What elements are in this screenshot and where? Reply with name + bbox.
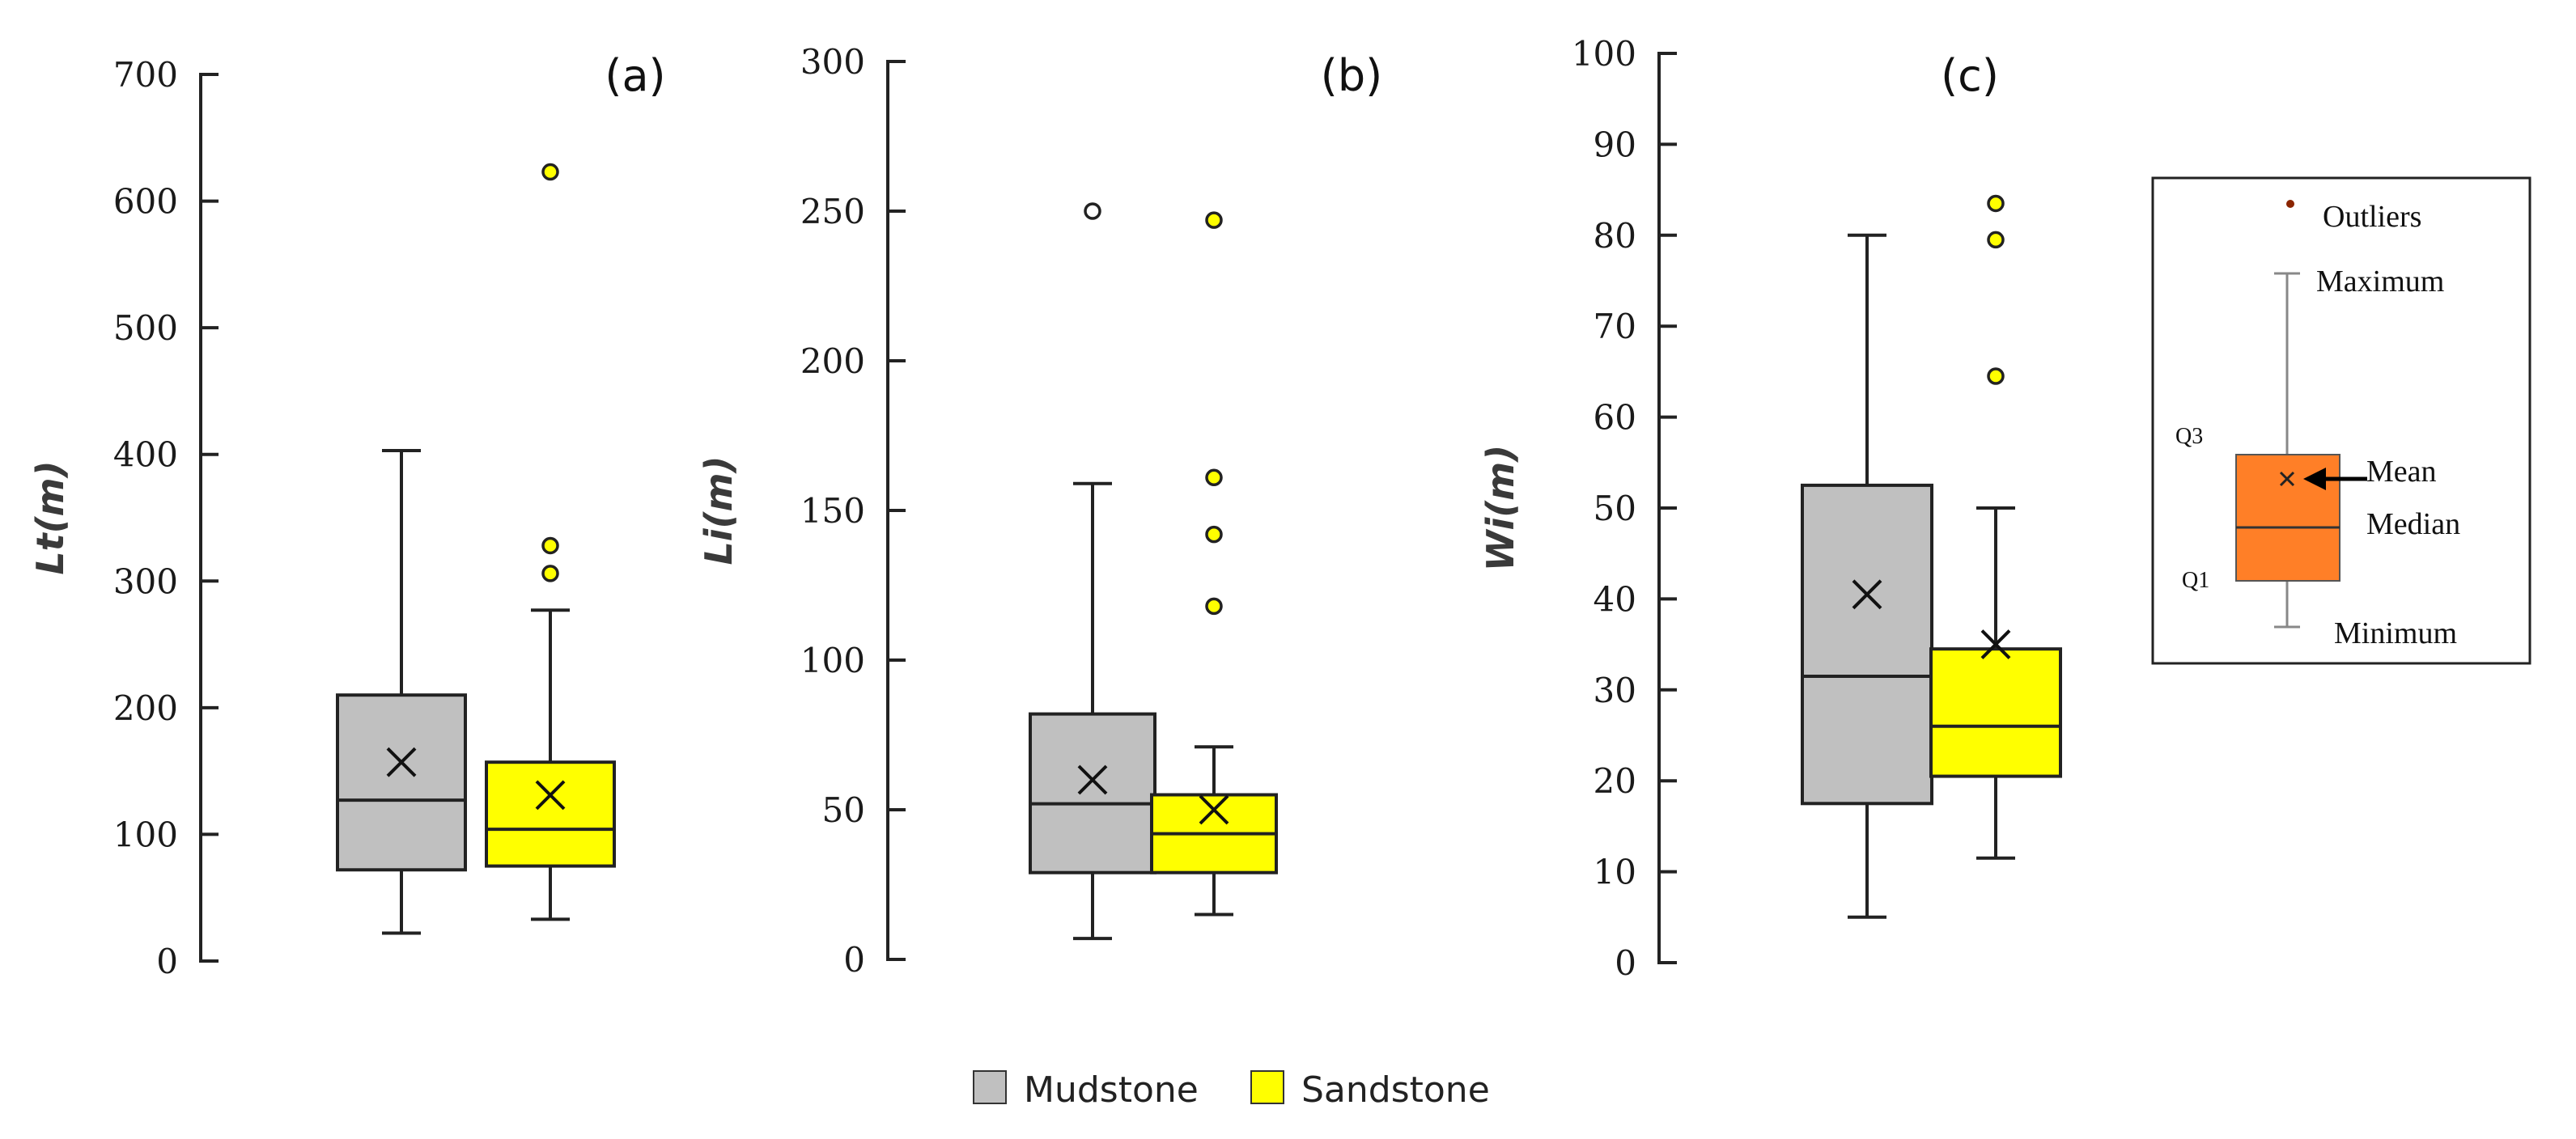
y-tick-label: 200 xyxy=(800,341,865,381)
y-tick-label: 20 xyxy=(1594,761,1636,801)
sandstone-outlier xyxy=(541,536,559,555)
y-tick-label: 30 xyxy=(1594,671,1636,710)
sandstone-outlier xyxy=(1205,211,1223,229)
key-mean-label: Mean xyxy=(2366,455,2437,489)
key-maximum-label: Maximum xyxy=(2316,265,2444,299)
y-tick-label: 100 xyxy=(113,815,178,854)
mudstone-box xyxy=(1801,483,1933,806)
y-tick-label: 700 xyxy=(113,55,178,95)
sandstone-outlier xyxy=(541,163,559,181)
y-tick-label: 250 xyxy=(800,192,865,231)
y-axis-label: Wi(m) xyxy=(1479,445,1522,572)
sandstone-box xyxy=(485,760,616,868)
y-tick-label: 0 xyxy=(843,940,865,980)
legend-label-mudstone: Mudstone xyxy=(1024,1069,1199,1111)
mudstone-box xyxy=(336,693,467,872)
panel-b: 0 50 100 150 200 250 300 Li(m) (b) xyxy=(697,42,1382,980)
panel-label: (a) xyxy=(605,50,665,101)
key-frame xyxy=(2151,176,2531,665)
sandstone-outlier xyxy=(1987,231,2005,249)
mudstone-outlier xyxy=(1084,202,1101,220)
y-tick-label: 100 xyxy=(800,641,865,680)
y-tick-label: 300 xyxy=(113,561,178,601)
sandstone-outlier xyxy=(1205,468,1223,487)
key-outliers-label: Outliers xyxy=(2323,200,2421,234)
sandstone-outlier xyxy=(1987,367,2005,385)
y-tick-label: 0 xyxy=(156,942,178,981)
y-tick-label: 400 xyxy=(113,435,178,475)
legend-swatch-sandstone xyxy=(1250,1070,1284,1104)
sandstone-outlier xyxy=(1205,597,1223,616)
sandstone-mean-marker xyxy=(1199,794,1229,825)
key-minimum-label: Minimum xyxy=(2334,616,2457,650)
key-arrow-head xyxy=(2303,468,2326,490)
y-tick-label: 300 xyxy=(800,42,865,82)
y-tick-label: 80 xyxy=(1594,216,1636,256)
mudstone-mean-marker xyxy=(1852,579,1882,610)
mudstone-box xyxy=(1029,712,1156,874)
y-tick-label: 70 xyxy=(1594,307,1636,346)
panel-label: (b) xyxy=(1321,50,1382,101)
y-tick-label: 500 xyxy=(113,308,178,348)
sandstone-mean-marker xyxy=(1980,629,2011,660)
legend-label-sandstone: Sandstone xyxy=(1301,1069,1490,1111)
sandstone-box xyxy=(1929,647,2062,778)
y-tick-label: 40 xyxy=(1594,579,1636,619)
y-tick-label: 90 xyxy=(1594,125,1636,164)
panel-a: 0 100 200 300 400 500 600 700 Lt(m) (a) xyxy=(28,50,666,981)
y-tick-label: 200 xyxy=(113,688,178,728)
y-tick-label: 10 xyxy=(1594,853,1636,892)
y-tick-label: 0 xyxy=(1615,943,1636,983)
y-tick-label: 50 xyxy=(1594,489,1636,528)
panel-label: (c) xyxy=(1941,50,1999,101)
key-q3-label: Q3 xyxy=(2175,424,2203,449)
y-tick-label: 600 xyxy=(113,182,178,222)
sandstone-outlier xyxy=(541,565,559,582)
key-q1-label: Q1 xyxy=(2182,568,2209,593)
legend: Mudstone Sandstone xyxy=(973,1069,1490,1111)
sandstone-mean-marker xyxy=(535,780,566,811)
y-tick-label: 150 xyxy=(800,491,865,531)
legend-swatch-mudstone xyxy=(973,1070,1007,1104)
panel-c: 0 10 20 30 40 50 60 70 80 90 100 Wi(m) (c) xyxy=(1479,34,2062,983)
boxplot-key: Outliers Maximum Q3 Mean Median Q1 Minim… xyxy=(2151,176,2531,665)
sandstone-outlier xyxy=(1987,194,2005,213)
key-median-label: Median xyxy=(2366,507,2460,541)
y-axis-label: Lt(m) xyxy=(28,460,72,574)
key-outlier-dot xyxy=(2286,200,2294,208)
y-tick-label: 50 xyxy=(822,790,865,830)
y-axis-label: Li(m) xyxy=(697,455,741,565)
y-tick-label: 60 xyxy=(1594,398,1636,438)
mudstone-mean-marker xyxy=(1077,764,1108,795)
y-tick-label: 100 xyxy=(1572,34,1636,74)
mudstone-mean-marker xyxy=(386,747,417,777)
sandstone-outlier xyxy=(1205,525,1223,544)
